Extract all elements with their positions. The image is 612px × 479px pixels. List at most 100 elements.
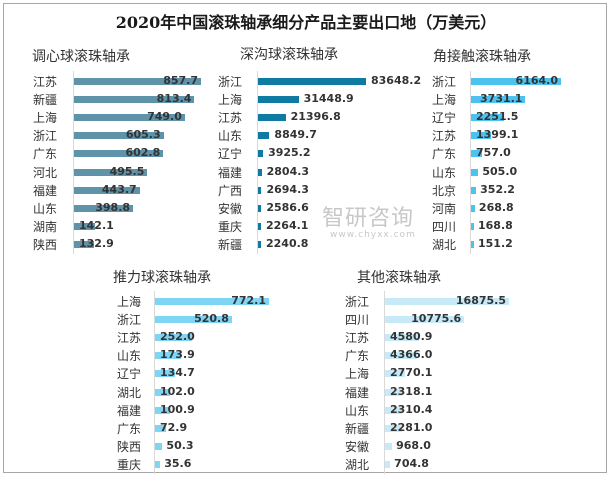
- value-label: 857.7: [163, 74, 198, 87]
- bar: [471, 96, 526, 104]
- category-label: 上海: [345, 367, 370, 382]
- category-label: 安徽: [218, 201, 243, 216]
- category-label: 上海: [33, 111, 58, 126]
- bar: [385, 388, 403, 396]
- category-label: 四川: [432, 219, 457, 234]
- value-label: 8849.7: [274, 128, 317, 142]
- category-label: 辽宁: [218, 147, 243, 162]
- category-label: 辽宁: [117, 367, 142, 382]
- bar: [385, 442, 393, 450]
- bar: [155, 406, 170, 414]
- value-label: 757.0: [476, 146, 511, 160]
- bar: [74, 78, 201, 85]
- bar: [258, 150, 264, 158]
- bar: [471, 150, 483, 158]
- value-label: 268.8: [478, 200, 514, 214]
- axis-line: [470, 71, 471, 254]
- category-label: 江苏: [33, 75, 58, 89]
- category-label: 湖北: [345, 457, 370, 472]
- value-label: 134.7: [160, 366, 195, 380]
- category-label: 江苏: [117, 331, 142, 346]
- category-label: 湖南: [33, 219, 58, 234]
- value-label: 495.5: [109, 164, 145, 178]
- value-label: 6164.0: [515, 74, 558, 87]
- value-label: 352.2: [480, 182, 515, 196]
- panel-title: 角接触滚珠轴承: [433, 49, 531, 65]
- category-label: 新疆: [345, 421, 370, 436]
- bar: [385, 370, 406, 378]
- category-label: 四川: [345, 313, 370, 328]
- bar: [471, 186, 477, 194]
- bar: [74, 240, 94, 248]
- value-label: 2318.1: [390, 384, 433, 398]
- panel-title: 深沟球滚珠轴承: [240, 47, 338, 63]
- bar: [155, 370, 175, 378]
- category-label: 河北: [33, 165, 58, 180]
- bar: [155, 424, 166, 432]
- category-label: 广东: [345, 349, 370, 364]
- category-label: 山东: [218, 129, 243, 144]
- category-label: 上海: [117, 295, 142, 309]
- value-label: 443.7: [101, 182, 137, 196]
- value-label: 3731.1: [480, 92, 523, 106]
- bar: [471, 222, 474, 230]
- category-label: 福建: [117, 403, 142, 418]
- value-label: 2310.4: [390, 402, 433, 416]
- value-label: 173.9: [160, 348, 195, 362]
- value-label: 3925.2: [268, 146, 311, 160]
- category-label: 重庆: [218, 219, 243, 234]
- category-label: 江苏: [218, 111, 243, 126]
- bar: [258, 132, 270, 140]
- watermark: 智研咨询: [322, 206, 415, 231]
- panel-title: 其他滚珠轴承: [357, 270, 441, 286]
- value-label: 50.3: [166, 438, 194, 452]
- value-label: 72.9: [160, 420, 188, 434]
- category-label: 上海: [432, 93, 457, 108]
- value-label: 2586.6: [266, 200, 309, 214]
- bar: [155, 460, 161, 468]
- bar: [258, 96, 299, 104]
- bar: [471, 204, 475, 212]
- bar: [258, 78, 366, 85]
- category-label: 福建: [345, 385, 370, 400]
- bar: [385, 334, 419, 342]
- value-label: 772.1: [231, 294, 266, 307]
- chart-frame: [3, 3, 607, 473]
- bar: [155, 316, 232, 324]
- category-label: 重庆: [117, 457, 142, 472]
- value-label: 749.0: [147, 110, 182, 124]
- value-label: 2694.3: [266, 182, 309, 196]
- value-label: 132.9: [79, 236, 114, 250]
- value-label: 602.8: [125, 146, 161, 160]
- bar: [155, 388, 171, 396]
- value-label: 2281.0: [390, 420, 433, 434]
- bar: [155, 442, 163, 450]
- bar: [258, 186, 262, 194]
- category-label: 新疆: [218, 237, 243, 252]
- bar: [74, 132, 164, 140]
- category-label: 江苏: [345, 331, 370, 346]
- bar: [385, 406, 402, 414]
- bar: [385, 298, 509, 305]
- value-label: 252.0: [160, 330, 195, 344]
- bar: [258, 168, 262, 176]
- bar: [258, 222, 261, 230]
- category-label: 浙江: [117, 313, 142, 328]
- bar: [74, 222, 96, 230]
- category-label: 湖北: [117, 385, 142, 400]
- value-label: 2240.8: [266, 236, 309, 250]
- category-label: 江苏: [432, 129, 457, 144]
- value-label: 704.8: [394, 456, 429, 470]
- bar: [385, 352, 418, 360]
- category-label: 辽宁: [432, 111, 457, 126]
- axis-line: [73, 71, 74, 254]
- category-label: 河南: [432, 201, 457, 216]
- bar: [471, 132, 492, 140]
- value-label: 1399.1: [476, 128, 519, 142]
- axis-line: [154, 291, 155, 474]
- bar: [471, 168, 479, 176]
- bar: [74, 96, 195, 104]
- value-label: 151.2: [478, 236, 513, 250]
- bar: [385, 460, 391, 468]
- value-label: 102.0: [160, 384, 195, 398]
